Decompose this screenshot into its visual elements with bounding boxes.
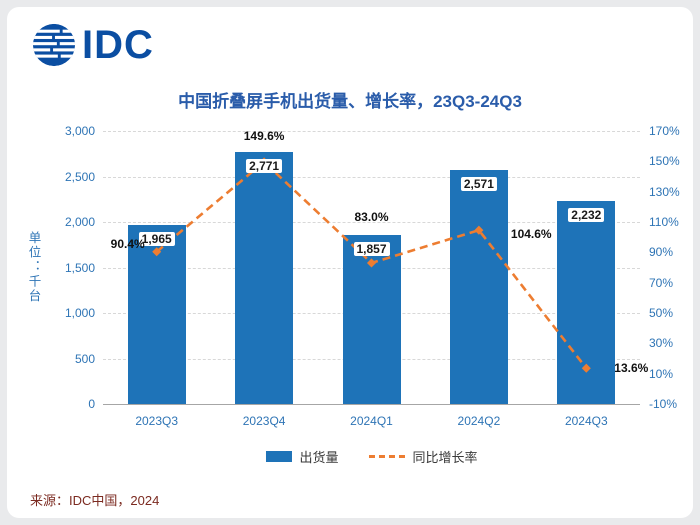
category-label: 2024Q2 — [457, 414, 501, 428]
right-axis-tick: 130% — [649, 184, 680, 199]
bar-value-label: 2,571 — [460, 177, 497, 192]
gridline — [103, 176, 640, 178]
bar-value-label: 2,771 — [246, 158, 283, 173]
left-axis-tick: 3,000 — [64, 124, 95, 138]
chart-card: IDC 中国折叠屏手机出货量、增长率，23Q3-24Q3 单位：千台 出货量 同比… — [7, 7, 693, 518]
legend-dashed-line-swatch — [368, 455, 405, 458]
right-axis-tick: 50% — [649, 306, 674, 320]
right-axis-tick: 10% — [649, 366, 674, 381]
idc-logo-text: IDC — [82, 23, 154, 67]
category-label: 2023Q3 — [135, 414, 179, 428]
gridline — [103, 131, 640, 132]
legend-item: 同比增长率 — [368, 447, 478, 466]
bar — [235, 151, 294, 404]
right-axis-tick: -10% — [649, 397, 678, 411]
bar — [127, 225, 186, 404]
bar — [449, 170, 508, 404]
idc-globe-icon — [32, 23, 76, 67]
right-axis-tick: 70% — [649, 275, 674, 290]
right-axis-tick: 110% — [649, 215, 679, 229]
left-axis-tick: 1,000 — [64, 306, 95, 320]
left-axis-tick: 2,000 — [64, 215, 95, 229]
growth-rate-label: 90.4% — [110, 236, 145, 251]
left-axis-tick: 0 — [88, 397, 95, 411]
bar — [557, 200, 616, 404]
growth-rate-label: 149.6% — [243, 128, 285, 143]
bar — [342, 235, 401, 404]
growth-rate-label: 104.6% — [510, 227, 552, 242]
source-note: 来源：IDC中国，2024 — [30, 493, 160, 508]
category-label: 2023Q4 — [242, 414, 286, 428]
bar-value-label: 2,232 — [568, 207, 605, 222]
right-axis-tick: 90% — [649, 245, 674, 260]
right-axis-tick: 150% — [649, 154, 680, 169]
category-label: 2024Q1 — [350, 414, 393, 428]
legend-label: 出货量 — [299, 450, 339, 465]
bar-value-label: 1,857 — [353, 242, 390, 256]
x-axis-line — [103, 404, 640, 405]
idc-logo: IDC — [31, 21, 154, 69]
left-axis-title: 单位：千台 — [26, 230, 41, 304]
legend-label: 同比增长率 — [412, 450, 478, 465]
category-label: 2024Q3 — [564, 414, 608, 428]
legend-bar-swatch — [265, 451, 292, 462]
left-axis-tick: 1,500 — [64, 260, 95, 275]
left-axis-tick: 2,500 — [64, 169, 95, 184]
growth-rate-label: 13.6% — [614, 361, 649, 376]
left-axis-tick: 500 — [74, 351, 95, 366]
legend-item: 出货量 — [265, 447, 339, 466]
legend: 出货量 同比增长率 — [265, 447, 478, 466]
right-axis-tick: 170% — [649, 124, 680, 138]
chart-title: 中国折叠屏手机出货量、增长率，23Q3-24Q3 — [178, 92, 522, 111]
growth-rate-label: 83.0% — [354, 210, 389, 224]
right-axis-tick: 30% — [649, 336, 674, 351]
